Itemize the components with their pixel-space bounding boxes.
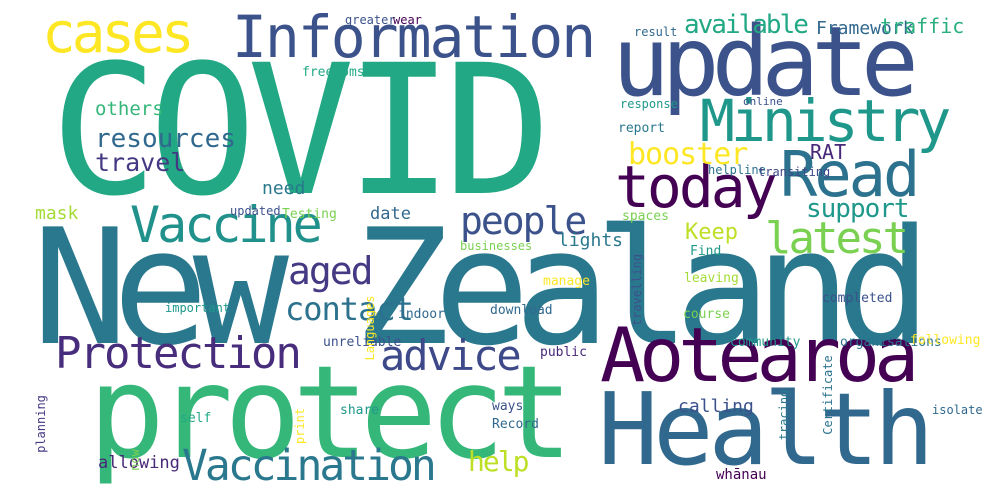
word-aotearoa: Aotearoa [600,311,919,399]
word-isolate: Find [690,244,722,259]
word-now: now [128,449,142,471]
word-ways: important [165,301,231,315]
word-advice: advice [380,331,522,380]
word-vaccine: Vaccine [130,196,323,254]
word-know: isolate [932,403,983,417]
word-download: transiting [758,165,831,179]
word-vaccination: Vaccination [182,441,437,491]
word-cases: cases [42,1,195,66]
word-important: report [618,121,665,136]
word-record: indoor [398,307,445,322]
word-booster: booster [628,137,748,172]
word-rat: need [262,178,306,199]
word-leaving: response [620,97,678,111]
word-keep: others [95,98,164,120]
word-businesses: wear [393,13,422,27]
word-manage: online [743,95,783,108]
word-sharing: ways [492,399,524,414]
word-best: course [683,307,730,322]
word-latest: latest [765,213,909,264]
word-health: Health [598,371,934,488]
word-calling: RAT [810,140,847,164]
word-print: print [293,407,307,445]
word-course: updated [230,204,281,218]
word-spaces: greater [345,13,396,27]
word-tracing: tracing [777,389,791,441]
word-primary: Record [492,417,539,432]
word-testing: freedoms [302,65,365,80]
word-certificate: Certificate [821,355,835,435]
word-pass: following [910,333,981,348]
word-read: Read [780,138,920,211]
word-positive: public [540,345,587,360]
word-result: date [370,204,411,224]
word-travel: available [684,10,809,40]
word-mask: resources [95,124,236,154]
word-free: completed [822,291,893,306]
word-test: unreliable [323,335,402,350]
word-covid: COVID [50,27,552,236]
word-international: community [730,335,801,350]
word-ministry: Ministry [700,87,951,155]
word-lights: traffic [880,14,965,38]
word-s: whānau [716,467,767,483]
word-protection: Protection [55,328,302,379]
word-find: result [634,25,678,39]
word-wear: Keep [685,220,738,245]
word-face: share [340,403,380,418]
word-aged: aged [288,249,374,293]
word-report: allowing [98,453,180,473]
word-update: update [612,6,919,118]
word-need: travel [95,148,186,177]
word-child: self [180,411,212,426]
word-available: support [806,194,910,224]
word-people: people [460,199,587,243]
word-travelling: travelling [630,253,644,327]
word-languages: Languages [363,295,377,361]
word-date: Framework [816,18,914,39]
word-public: businesses [460,239,533,253]
word-response: lights [558,230,624,251]
word-traffic: mask [35,203,79,224]
word-information: Information [232,3,596,71]
word-support: help [468,445,529,478]
word-self: leaving [684,271,739,286]
word-new-zealand: New Zealand [32,194,932,381]
word-indoor: helpline [708,163,766,177]
word-online: calling [678,396,754,417]
word-help: contact [285,290,414,328]
word-planning: planning [34,395,48,453]
word-share: manage [543,274,590,289]
word-whanau: download [490,303,553,318]
word-second: organisations [840,335,942,350]
word-today: today [615,153,778,221]
word-community: spaces [622,209,669,224]
word-unreliable: Testing [282,207,337,222]
word-protect: protect [88,339,573,488]
